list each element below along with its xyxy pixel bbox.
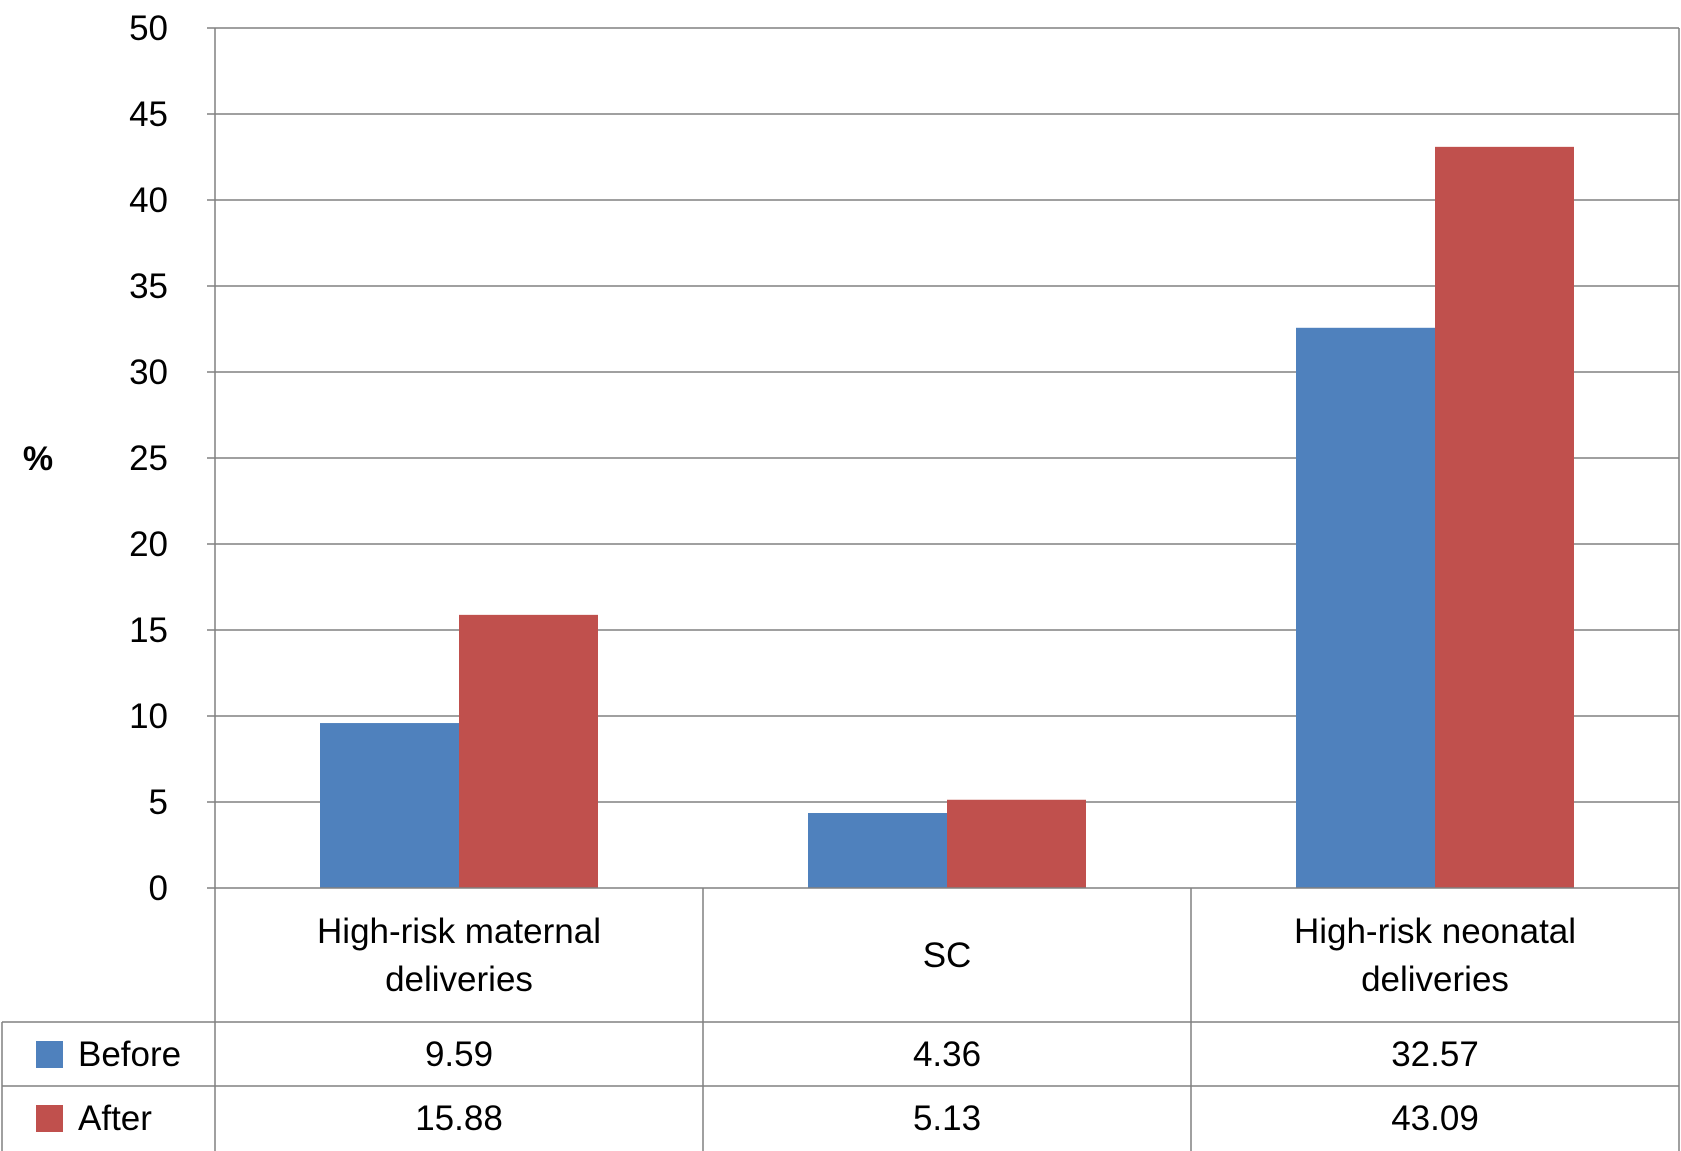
y-tick-label: 50 [129, 9, 168, 48]
legend-label-before: Before [78, 1035, 181, 1074]
legend-swatch-before [36, 1041, 63, 1068]
data-label: 43.09 [1391, 1099, 1479, 1138]
y-tick-label: 25 [129, 439, 168, 478]
bar-before-2 [1296, 327, 1435, 888]
data-label: 32.57 [1391, 1035, 1479, 1074]
y-tick-label: 45 [129, 95, 168, 134]
axes [207, 27, 1679, 1151]
y-tick-label: 40 [129, 181, 168, 220]
y-tick-label: 0 [149, 869, 168, 908]
x-tick-label: High-risk maternal [317, 912, 601, 951]
data-label: 15.88 [415, 1099, 503, 1138]
bar-after-0 [459, 614, 598, 888]
bar-after-1 [947, 799, 1086, 888]
x-tick-label: deliveries [1361, 960, 1509, 999]
y-tick-label: 5 [149, 783, 168, 822]
x-tick-label: High-risk neonatal [1294, 912, 1576, 951]
x-tick-label: SC [923, 936, 972, 975]
data-label: 9.59 [425, 1035, 493, 1074]
legend-label-after: After [78, 1099, 152, 1138]
bar-after-2 [1435, 146, 1574, 889]
bars [320, 146, 1574, 889]
y-tick-labels: 0 5 10 15 20 25 30 35 40 45 50 [129, 9, 168, 908]
data-label: 5.13 [913, 1099, 981, 1138]
bar-before-1 [808, 813, 947, 888]
y-tick-label: 15 [129, 611, 168, 650]
y-tick-label: 20 [129, 525, 168, 564]
bar-before-0 [320, 723, 459, 888]
data-table: High-risk maternal deliveries SC High-risk … [1, 28, 1680, 1151]
y-tick-label: 10 [129, 697, 168, 736]
data-label: 4.36 [913, 1035, 981, 1074]
x-tick-label: deliveries [385, 960, 533, 999]
y-axis-label: % [23, 440, 53, 478]
y-tick-label: 30 [129, 353, 168, 392]
legend-swatch-after [36, 1105, 63, 1132]
y-tick-label: 35 [129, 267, 168, 306]
